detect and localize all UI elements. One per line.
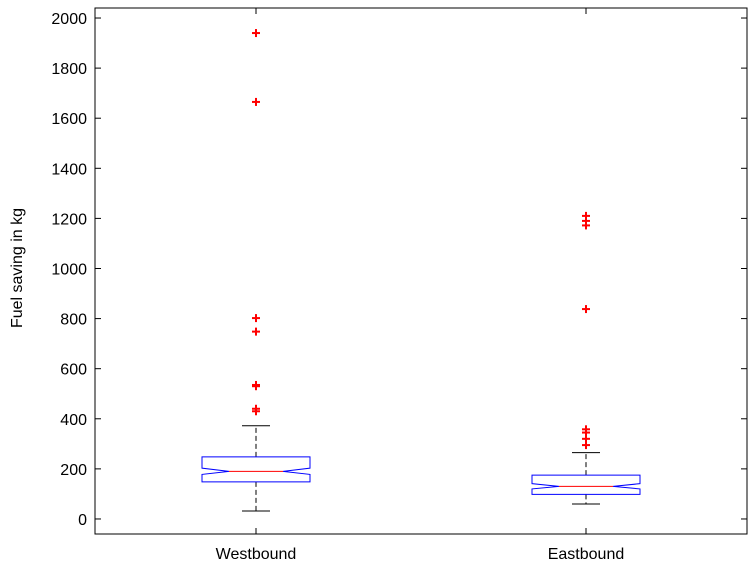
outlier-point xyxy=(252,327,260,336)
y-axis: 0 200 400 600 800 1000 1200 1400 1600 1800 2000 xyxy=(51,11,747,529)
box-eastbound xyxy=(531,211,641,505)
outlier-point xyxy=(252,97,260,106)
x-axis: Westbound Eastbound xyxy=(216,8,625,563)
y-tick-label: 1000 xyxy=(51,261,87,278)
y-tick-label: 1800 xyxy=(51,61,87,78)
y-tick-label: 0 xyxy=(78,512,87,529)
y-tick-label: 800 xyxy=(60,312,87,329)
y-tick-label: 1200 xyxy=(51,211,87,228)
outlier-point xyxy=(252,29,260,38)
y-tick-label: 200 xyxy=(60,462,87,479)
notched-box xyxy=(531,474,641,495)
outlier-point xyxy=(582,425,590,434)
outlier-point xyxy=(252,380,260,389)
outlier-point xyxy=(252,404,260,413)
plot-area xyxy=(94,7,748,535)
box-westbound xyxy=(201,29,311,512)
outlier-point xyxy=(252,314,260,323)
y-tick-label: 1400 xyxy=(51,161,87,178)
x-tick-label: Eastbound xyxy=(548,546,625,563)
y-axis-label: Fuel saving in kg xyxy=(9,208,26,328)
outlier-point xyxy=(582,211,590,220)
y-tick-label: 400 xyxy=(60,412,87,429)
notched-box xyxy=(201,456,311,483)
outlier-point xyxy=(582,305,590,314)
y-tick-label: 2000 xyxy=(51,11,87,28)
y-tick-label: 1600 xyxy=(51,111,87,128)
x-tick-label: Westbound xyxy=(216,546,297,563)
y-tick-label: 600 xyxy=(60,362,87,379)
box-series xyxy=(201,29,641,512)
